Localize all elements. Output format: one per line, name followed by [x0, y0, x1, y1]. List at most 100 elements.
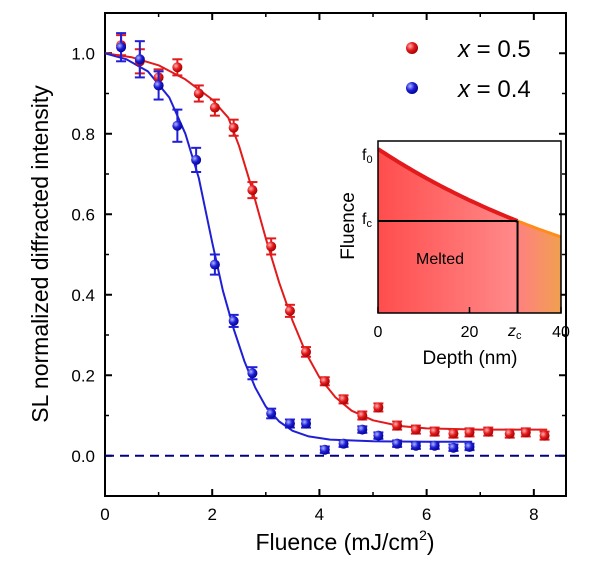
marker	[266, 408, 277, 419]
data-point	[504, 428, 515, 439]
marker	[134, 54, 145, 65]
data-point	[357, 410, 368, 421]
marker	[429, 440, 440, 451]
marker	[410, 440, 421, 451]
data-point	[247, 181, 258, 200]
marker	[284, 418, 295, 429]
y-tick-label: 0.4	[71, 286, 95, 305]
marker	[338, 438, 349, 449]
inset-chart: 0 20 40 Melted f0 fc zc Depth (nm) Fluence	[338, 140, 570, 369]
legend-label-x05: x = 0.5	[457, 36, 531, 63]
inset-y-axis-title: Fluence	[338, 192, 359, 260]
x-axis-ticks: 0 2 4 6 8	[100, 13, 539, 524]
y-tick-label: 1.0	[71, 44, 95, 63]
marker	[209, 102, 220, 113]
x-tick-label: 0	[100, 505, 109, 524]
legend: x = 0.5 x = 0.4	[406, 36, 531, 103]
data-point	[373, 402, 384, 413]
inset-x-tick-label: 20	[461, 324, 479, 341]
marker	[338, 394, 349, 405]
marker	[301, 346, 312, 357]
inset-unmelted-region	[517, 221, 561, 313]
data-point	[247, 366, 258, 381]
data-point	[392, 420, 403, 431]
data-point	[209, 98, 220, 117]
marker	[464, 441, 475, 452]
data-point	[301, 346, 312, 358]
data-point	[539, 430, 550, 441]
data-point	[319, 376, 330, 387]
inset-melted-region	[378, 149, 518, 313]
data-point	[301, 418, 312, 429]
marker	[193, 88, 204, 99]
legend-entry-x05: x = 0.5	[406, 36, 531, 63]
marker	[284, 305, 295, 316]
marker	[392, 438, 403, 449]
marker	[539, 430, 550, 441]
data-point	[448, 442, 459, 453]
marker	[520, 427, 531, 438]
data-point	[172, 108, 183, 143]
fit-curve-series	[104, 52, 473, 443]
data-points	[116, 32, 550, 455]
x-tick-label: 2	[207, 505, 216, 524]
inset-fluence-curve	[378, 147, 519, 223]
y-axis-title: SL normalized diffracted intensity	[27, 85, 53, 423]
marker	[464, 427, 475, 438]
data-point	[392, 438, 403, 449]
legend-marker-red	[406, 42, 418, 54]
data-point	[228, 313, 239, 328]
data-point	[209, 253, 220, 276]
inset-fc-label: fc	[362, 211, 372, 230]
data-point	[153, 70, 164, 101]
data-point	[284, 418, 295, 429]
marker	[504, 428, 515, 439]
x-tick-label: 4	[315, 505, 324, 524]
data-point	[338, 394, 349, 405]
marker	[153, 80, 164, 91]
marker	[373, 402, 384, 413]
data-point	[134, 40, 145, 79]
data-point	[116, 32, 127, 63]
legend-label-x04: x = 0.4	[457, 76, 531, 103]
y-tick-label: 0.6	[71, 205, 95, 224]
x-axis-title: Fluence (mJ/cm2)	[255, 527, 434, 555]
data-point	[172, 58, 183, 77]
inset-x-axis-title: Depth (nm)	[422, 348, 517, 369]
marker	[410, 424, 421, 435]
inset-x-tick-label: 40	[552, 324, 570, 341]
marker	[357, 410, 368, 421]
x-tick-label: 8	[529, 505, 538, 524]
y-tick-label: 0.8	[71, 125, 95, 144]
data-point	[266, 407, 277, 420]
marker	[483, 426, 494, 437]
marker	[392, 420, 403, 431]
data-point	[410, 440, 421, 451]
data-point	[193, 84, 204, 103]
data-point	[338, 438, 349, 449]
inset-region-label: Melted	[416, 251, 464, 268]
data-point	[520, 427, 531, 438]
data-point	[429, 440, 440, 451]
marker	[448, 428, 459, 439]
plot-area: 0 2 4 6 8 0.0 0.2 0.4 0.6 0.8 1.0	[71, 12, 567, 524]
marker	[247, 368, 258, 379]
y-tick-label: 0.2	[71, 366, 95, 385]
marker	[319, 376, 330, 387]
legend-entry-x04: x = 0.4	[406, 76, 531, 103]
marker	[191, 154, 202, 165]
data-point	[410, 424, 421, 435]
inset-x-tick-label: 0	[374, 324, 383, 341]
marker	[247, 185, 258, 196]
marker	[448, 442, 459, 453]
y-tick-label: 0.0	[71, 447, 95, 466]
inset-fluence-curve-tail	[516, 219, 561, 239]
marker	[172, 62, 183, 73]
data-point	[448, 428, 459, 439]
data-point	[483, 426, 494, 437]
marker	[429, 426, 440, 437]
data-point	[464, 441, 475, 452]
data-point	[319, 444, 330, 455]
data-point	[373, 430, 384, 441]
